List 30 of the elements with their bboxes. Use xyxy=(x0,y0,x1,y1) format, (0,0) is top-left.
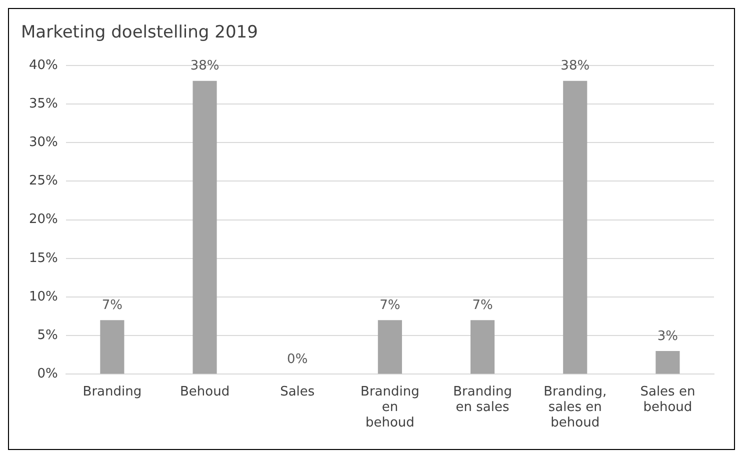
bar xyxy=(100,320,124,374)
y-tick-label: 40% xyxy=(28,58,58,73)
y-tick-label: 0% xyxy=(37,366,58,382)
data-label: 3% xyxy=(657,328,678,344)
x-tick-label: Sales en behoud xyxy=(640,384,696,415)
y-tick-label: 30% xyxy=(28,134,58,150)
chart-title: Marketing doelstelling 2019 xyxy=(21,22,258,43)
bar xyxy=(378,320,402,374)
x-tick-label: Branding en behoud xyxy=(360,384,420,431)
x-tick-label: Sales xyxy=(280,384,315,400)
bar xyxy=(192,80,217,374)
data-label: 7% xyxy=(472,298,493,314)
x-tick-label: Branding, sales en behoud xyxy=(544,384,607,431)
y-tick-label: 5% xyxy=(37,328,58,343)
data-label: 38% xyxy=(560,58,590,74)
y-tick-label: 10% xyxy=(28,289,58,304)
data-label: 0% xyxy=(287,352,308,368)
y-tick-label: 20% xyxy=(28,212,58,228)
x-tick-label: Branding en sales xyxy=(453,384,512,415)
x-tick-label: Branding xyxy=(82,384,142,400)
y-tick-label: 15% xyxy=(28,250,58,266)
bar xyxy=(563,80,588,374)
data-label: 7% xyxy=(380,298,400,314)
bar xyxy=(656,351,680,374)
bar xyxy=(470,320,495,374)
y-tick-label: 35% xyxy=(28,96,58,112)
y-tick-label: 25% xyxy=(28,174,58,189)
data-label: 38% xyxy=(190,58,220,74)
x-tick-label: Behoud xyxy=(180,384,230,400)
data-label: 7% xyxy=(102,298,122,314)
